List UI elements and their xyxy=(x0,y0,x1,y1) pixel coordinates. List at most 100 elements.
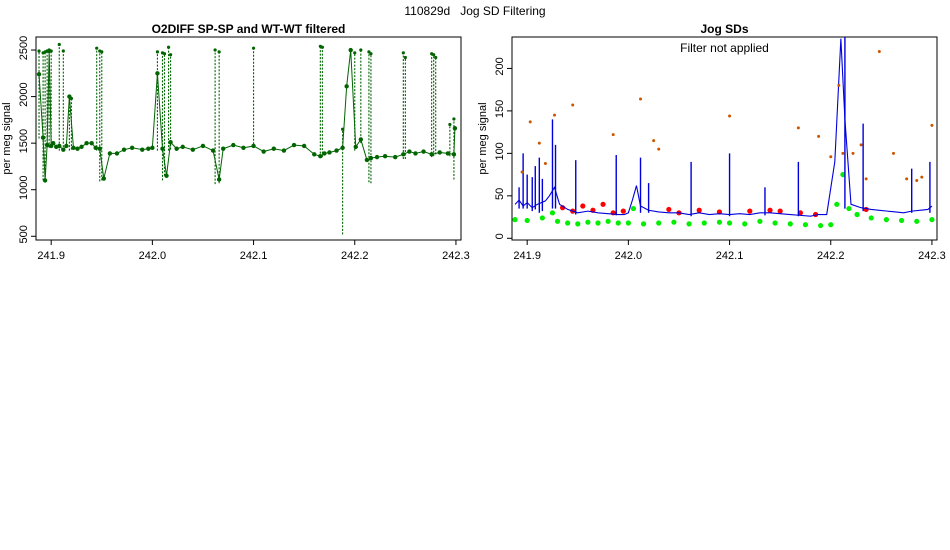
left-series-0-point xyxy=(301,143,307,149)
right-series-0-point xyxy=(854,211,860,218)
right-x-tick-label: 241.9 xyxy=(513,250,541,262)
left-y-tick-label: 2500 xyxy=(18,36,30,60)
right-series-0-point xyxy=(595,220,601,226)
left-series-0-spike-top-point xyxy=(448,122,452,127)
left-series-0-spike-top-point xyxy=(61,49,65,53)
right-series-1-point xyxy=(797,210,803,216)
right-series-1-point xyxy=(696,207,702,213)
right-series-4-point xyxy=(611,133,615,137)
right-series-0-point xyxy=(575,221,581,227)
right-series-4-point xyxy=(930,123,934,127)
right-plot-frame xyxy=(511,36,938,241)
left-series-0-point xyxy=(231,142,236,148)
right-series-0-point xyxy=(716,219,723,225)
left-series-0-point xyxy=(89,140,94,146)
right-series-0-point xyxy=(630,205,637,212)
right-y-axis-label: per meg signal xyxy=(477,102,489,174)
left-y-tick-label: 500 xyxy=(18,225,30,243)
left-series-0-point xyxy=(451,152,457,157)
left-series-0-point xyxy=(75,146,80,151)
right-series-0-point xyxy=(898,217,905,224)
left-plot-frame xyxy=(35,36,462,241)
left-series-0-point xyxy=(84,140,89,146)
right-y-tick-label: 0 xyxy=(494,233,506,239)
left-y-tick-label: 1500 xyxy=(18,129,30,153)
left-series-0-point xyxy=(216,177,222,182)
left-x-tick-label: 242.1 xyxy=(240,250,268,262)
left-series-0-point xyxy=(407,149,412,154)
left-series-0-point xyxy=(36,72,42,77)
left-series-0-point xyxy=(327,150,332,155)
left-series-0-point xyxy=(51,140,56,146)
left-series-0-point xyxy=(382,153,388,159)
left-series-0-point xyxy=(364,157,370,163)
left-series-0-spike-top-point xyxy=(403,55,407,60)
left-series-0-point xyxy=(174,146,179,151)
right-series-1-point xyxy=(600,201,606,207)
left-series-0-point xyxy=(291,142,297,148)
left-series-0-spike-top-point xyxy=(168,53,173,57)
right-series-4-point xyxy=(851,151,855,155)
left-series-0-point xyxy=(393,154,398,160)
left-y-axis-label: per meg signal xyxy=(1,102,13,174)
left-series-0-point xyxy=(168,140,173,145)
left-series-0-spike-top-point xyxy=(95,46,99,50)
left-series-0-point xyxy=(322,151,327,156)
right-series-0-point xyxy=(772,220,778,226)
left-series-0-point xyxy=(340,145,345,151)
left-series-0-point xyxy=(129,145,135,151)
left-series-0-point xyxy=(93,145,98,151)
left-series-0-spike-top-point xyxy=(434,55,438,60)
left-series-0-point xyxy=(437,150,442,155)
left-series-0-point xyxy=(261,149,266,154)
right-series-4-point xyxy=(543,162,547,166)
left-series-0-point xyxy=(374,154,380,160)
right-series-0-point xyxy=(615,220,621,226)
right-series-1-point xyxy=(767,207,773,213)
right-y-tick-label: 150 xyxy=(494,100,506,118)
right-series-4-point xyxy=(571,103,575,107)
left-series-0-point xyxy=(348,47,353,53)
right-series-4-point xyxy=(817,134,821,138)
left-series-0-point xyxy=(180,144,185,150)
right-series-4-point xyxy=(528,120,532,124)
right-series-4-point xyxy=(891,151,895,155)
left-series-0-point xyxy=(344,84,349,89)
right-series-4-point xyxy=(837,83,841,87)
right-series-4-point xyxy=(652,139,656,143)
left-series-0-spike-top-point xyxy=(452,117,456,121)
right-series-4-point xyxy=(553,113,556,117)
left-series-0-point xyxy=(190,147,196,152)
right-series-4-point xyxy=(796,126,800,130)
left-series-0-spike-top-point xyxy=(217,50,221,54)
right-series-0-point xyxy=(834,201,840,207)
left-series-0-point xyxy=(421,149,426,154)
left-series-0-point xyxy=(318,153,323,159)
right-series-0-point xyxy=(840,171,846,178)
left-series-0-point xyxy=(67,94,72,99)
left-series-0-point xyxy=(334,148,339,153)
left-series-0-spike-top-point xyxy=(166,45,171,49)
left-series-0-spike-top-point xyxy=(432,53,436,57)
right-series-0-point xyxy=(686,221,692,227)
left-series-0-point xyxy=(429,152,434,157)
left-series-0-spike-top-point xyxy=(320,45,324,49)
left-series-0-point xyxy=(210,148,216,153)
left-series-0-point xyxy=(61,147,66,152)
right-series-0-point xyxy=(701,220,707,226)
right-series-0-point xyxy=(605,218,611,224)
right-series-4-point xyxy=(905,177,909,181)
left-series-0-point xyxy=(445,151,451,156)
left-series-0-spike-top-point xyxy=(37,49,41,53)
right-series-4-point xyxy=(920,175,924,179)
left-series-0-point xyxy=(107,151,113,156)
right-series-4-point xyxy=(639,97,643,101)
right-series-0-point xyxy=(671,219,677,225)
left-series-0-line xyxy=(38,49,456,181)
left-series-0-point xyxy=(221,146,226,151)
right-series-4-point xyxy=(841,151,845,155)
left-series-0-spike-top-point xyxy=(162,52,167,56)
left-series-0-point xyxy=(140,147,145,152)
right-series-4-point xyxy=(537,141,541,145)
